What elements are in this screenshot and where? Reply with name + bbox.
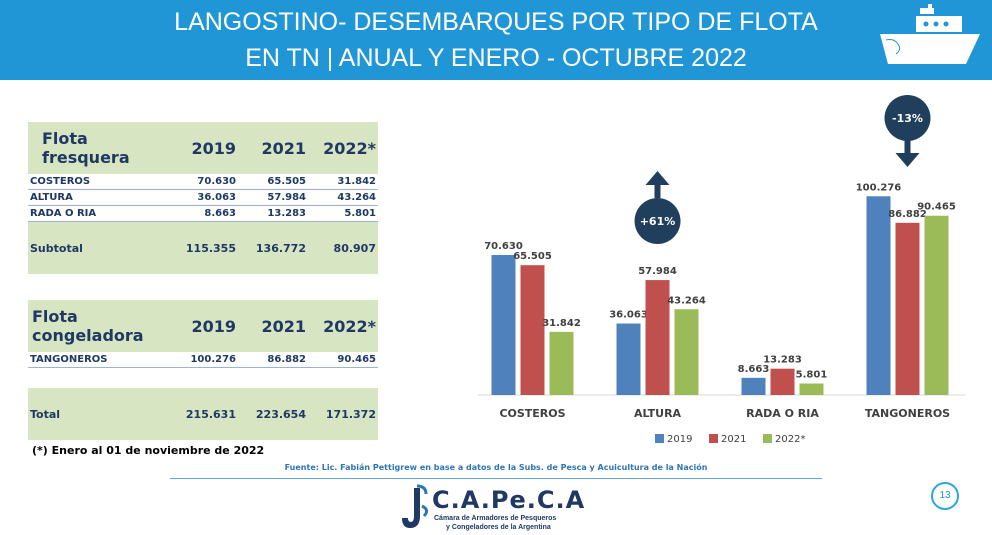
row-label: ALTURA: [28, 189, 168, 206]
data-label: 90.465: [917, 202, 956, 213]
change-label: -13%: [892, 112, 923, 125]
data-label: 65.505: [513, 251, 552, 262]
bar-tangoneros-2022: [924, 215, 949, 395]
legend-label: 2022*: [775, 434, 805, 445]
bar-rada-o-ria-2019: [741, 377, 766, 395]
legend-label: 2019: [667, 434, 692, 445]
legend-swatch: [763, 434, 772, 443]
category-label: ALTURA: [634, 407, 682, 420]
total-value: 171.372: [308, 388, 378, 440]
total-value: 223.654: [238, 388, 308, 440]
year-header: 2022*: [308, 122, 378, 174]
subtotal-value: 80.907: [308, 221, 378, 274]
cell-value: 65.505: [238, 174, 308, 190]
total-row: Total 215.631 223.654 171.372: [28, 388, 378, 440]
year-header: 2021: [238, 300, 308, 352]
cell-value: 100.276: [168, 352, 238, 368]
change-badge: [884, 95, 931, 141]
total-value: 215.631: [168, 388, 238, 440]
row-label: COSTEROS: [28, 174, 168, 190]
subtotal-label: Subtotal: [28, 221, 168, 274]
cell-value: 5.801: [308, 205, 378, 222]
row-label: RADA O RIA: [28, 205, 168, 222]
legend-swatch: [655, 434, 664, 443]
ship-icon: [880, 4, 980, 64]
bar-costeros-2019: [491, 255, 516, 395]
hook-icon: [402, 484, 429, 528]
title-banner: LANGOSTINO- DESEMBARQUES POR TIPO DE FLO…: [0, 0, 992, 80]
page-number: 13: [931, 482, 959, 510]
data-label: 43.264: [667, 295, 706, 306]
category-label: RADA O RIA: [746, 407, 819, 420]
subtotal-value: 136.772: [238, 221, 308, 274]
subtotal-row: Subtotal 115.355 136.772 80.907: [28, 221, 378, 274]
footnote: (*) Enero al 01 de noviembre de 2022: [32, 444, 265, 457]
bar-rada-o-ria-2022: [799, 383, 824, 395]
cell-value: 8.663: [168, 205, 238, 222]
year-header: 2019: [168, 300, 238, 352]
legend-label: 2021: [721, 434, 746, 445]
data-label: 100.276: [856, 182, 902, 193]
cell-value: 86.882: [238, 352, 308, 368]
cell-value: 13.283: [238, 205, 308, 222]
change-badge: [634, 198, 681, 244]
category-label: COSTEROS: [499, 407, 565, 420]
bar-tangoneros-2021: [895, 222, 920, 395]
bar-costeros-2021: [520, 265, 545, 395]
data-label: 86.882: [888, 209, 927, 220]
cell-value: 70.630: [168, 174, 238, 190]
bar-altura-2022: [674, 309, 699, 395]
table-row: COSTEROS 70.630 65.505 31.842: [28, 174, 378, 190]
category-label: TANGONEROS: [865, 407, 950, 420]
arrow-up-icon: [645, 171, 670, 198]
table-row: TANGONEROS 100.276 86.882 90.465: [28, 352, 378, 368]
year-header: 2021: [238, 122, 308, 174]
cell-value: 90.465: [308, 352, 378, 368]
data-label: 31.842: [542, 318, 581, 329]
table-row: RADA O RIA 8.663 13.283 5.801: [28, 205, 378, 222]
bar-rada-o-ria-2021: [770, 368, 795, 395]
data-label: 8.663: [738, 364, 770, 375]
cell-value: 57.984: [238, 189, 308, 206]
data-label: 70.630: [484, 241, 523, 252]
congeladora-header-row: Flota congeladora 2019 2021 2022*: [28, 300, 378, 352]
logo-subtitle-2: y Congeladores de la Argentina: [446, 524, 551, 531]
logo-name: C.A.Pe.C.A: [432, 486, 586, 514]
divider: [170, 478, 822, 479]
row-label: TANGONEROS: [28, 352, 168, 368]
data-label: 13.283: [763, 355, 802, 366]
year-header: 2022*: [308, 300, 378, 352]
bar-altura-2021: [645, 280, 670, 395]
fresquera-header-row: Flota fresquera 2019 2021 2022*: [28, 122, 378, 174]
fresquera-table: Flota fresquera 2019 2021 2022* COSTEROS…: [28, 122, 378, 274]
source-note: Fuente: Lic. Fabián Pettigrew en base a …: [284, 463, 708, 472]
title-line-1: LANGOSTINO- DESEMBARQUES POR TIPO DE FLO…: [174, 8, 818, 36]
bar-altura-2019: [616, 323, 641, 395]
capeca-logo: C.A.Pe.C.A Cámara de Armadores de Pesque…: [400, 484, 600, 534]
logo-subtitle-1: Cámara de Armadores de Pesqueros: [434, 515, 557, 522]
congeladora-title: Flota congeladora: [28, 300, 168, 352]
cell-value: 31.842: [308, 174, 378, 190]
page-title: LANGOSTINO- DESEMBARQUES POR TIPO DE FLO…: [120, 4, 872, 76]
congeladora-table: Flota congeladora 2019 2021 2022* TANGON…: [28, 300, 378, 440]
arrow-down-icon: [895, 140, 920, 167]
fresquera-title: Flota fresquera: [28, 122, 168, 174]
change-label: +61%: [640, 215, 676, 228]
title-line-2: EN TN | ANUAL Y ENERO - OCTUBRE 2022: [245, 44, 747, 72]
cell-value: 36.063: [168, 189, 238, 206]
year-header: 2019: [168, 122, 238, 174]
data-label: 5.801: [796, 370, 828, 381]
spacer-row: [28, 368, 378, 389]
legend-swatch: [709, 434, 718, 443]
bar-costeros-2022: [549, 331, 574, 395]
bar-tangoneros-2019: [866, 196, 891, 395]
data-label: 36.063: [609, 310, 648, 321]
subtotal-value: 115.355: [168, 221, 238, 274]
total-label: Total: [28, 388, 168, 440]
cell-value: 43.264: [308, 189, 378, 206]
data-label: 57.984: [638, 266, 677, 277]
table-row: ALTURA 36.063 57.984 43.264: [28, 189, 378, 206]
